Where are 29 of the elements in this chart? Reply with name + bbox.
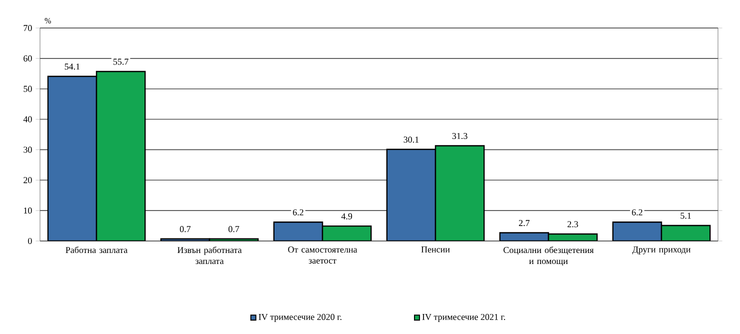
data-label: 55.7 xyxy=(113,58,128,65)
y-tick-label: 30 xyxy=(24,146,32,153)
y-tick-label: 70 xyxy=(24,24,32,32)
data-label: 6.2 xyxy=(632,209,642,216)
y-tick-label: 0 xyxy=(28,238,32,244)
x-tick-label: Други приходи xyxy=(632,246,691,254)
y-tick-label: 10 xyxy=(24,208,32,214)
data-label: 0.7 xyxy=(180,226,191,232)
x-tick-label: Пенсии xyxy=(421,246,450,253)
x-tick-label: Работна заплата xyxy=(66,246,128,254)
y-axis-title: % xyxy=(44,18,51,24)
data-label: 5.1 xyxy=(680,212,691,219)
data-label: 2.3 xyxy=(568,221,578,228)
data-label: 6.2 xyxy=(292,209,304,216)
legend-label: IV тримесечие 2020 г. xyxy=(258,314,342,322)
y-tick-label: 40 xyxy=(23,116,32,122)
y-tick-label: 60 xyxy=(24,55,32,62)
data-label: 54.1 xyxy=(64,64,80,70)
x-tick-label: Извън работната заплата xyxy=(177,246,242,264)
x-tick-label: От самостоятелна заетост xyxy=(288,246,358,264)
data-label: 31.3 xyxy=(452,132,468,140)
y-tick-label: 50 xyxy=(24,86,32,92)
data-label: 30.1 xyxy=(404,136,419,143)
data-label: 2.7 xyxy=(518,220,530,226)
data-label: 4.9 xyxy=(341,213,352,220)
x-tick-label: Социални обезщетения и помощи xyxy=(504,246,594,266)
y-tick-label: 20 xyxy=(24,177,32,184)
data-label: 0.7 xyxy=(228,226,240,232)
legend-label: IV тримесечие 2021 г. xyxy=(422,314,506,322)
